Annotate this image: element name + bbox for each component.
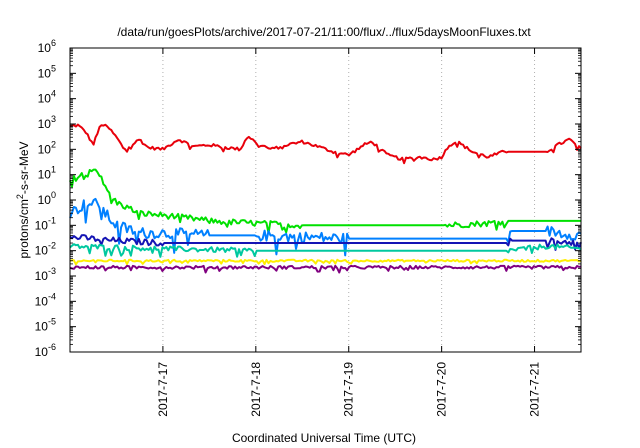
- series-layer: [69, 123, 582, 274]
- y-tick-label: 10-6: [35, 342, 56, 359]
- y-tick-label: 101: [38, 165, 56, 182]
- series-line-7: [69, 264, 582, 274]
- y-tick-label: 105: [38, 63, 56, 80]
- y-axis-label: protons/cm2-s-sr-MeV: [15, 141, 31, 258]
- grid-lines: [162, 48, 536, 352]
- series-line-1: [69, 123, 582, 165]
- y-tick-label: 104: [38, 89, 56, 106]
- y-tick-label: 10-2: [35, 241, 56, 258]
- x-tick-label: 2017-7-17: [156, 362, 170, 417]
- y-tick-label: 10-5: [35, 317, 56, 334]
- series-line-5: [69, 243, 582, 258]
- y-tick-label: 102: [38, 139, 56, 156]
- series-line-2: [69, 168, 581, 235]
- y-tick-label: 10-1: [35, 215, 56, 232]
- x-axis-label: Coordinated Universal Time (UTC): [232, 431, 416, 445]
- chart-title: /data/run/goesPlots/archive/2017-07-21/1…: [117, 25, 531, 39]
- y-tick-labels: 10-6 10-5 10-4 10-3 10-2 10-1 100 101 102 103 104 1…: [35, 38, 56, 359]
- series-line-4: [69, 234, 582, 251]
- x-tick-label: 2017-7-19: [342, 362, 356, 417]
- y-tick-label: 10-4: [35, 291, 56, 308]
- x-tick-label: 2017-7-20: [435, 362, 449, 417]
- y-tick-label: 106: [38, 38, 56, 55]
- x-tick-label: 2017-7-18: [249, 362, 263, 417]
- x-tick-label: 2017-7-21: [528, 362, 542, 417]
- y-tick-label: 100: [38, 190, 56, 207]
- y-tick-label: 103: [38, 114, 56, 131]
- axis-ticks: [70, 47, 581, 353]
- y-tick-label: 10-3: [35, 266, 56, 283]
- x-tick-labels: 2017-7-17 2017-7-18 2017-7-19 2017-7-20 2017…: [156, 362, 542, 417]
- series-line-3: [69, 197, 582, 257]
- series-line-6: [69, 258, 582, 266]
